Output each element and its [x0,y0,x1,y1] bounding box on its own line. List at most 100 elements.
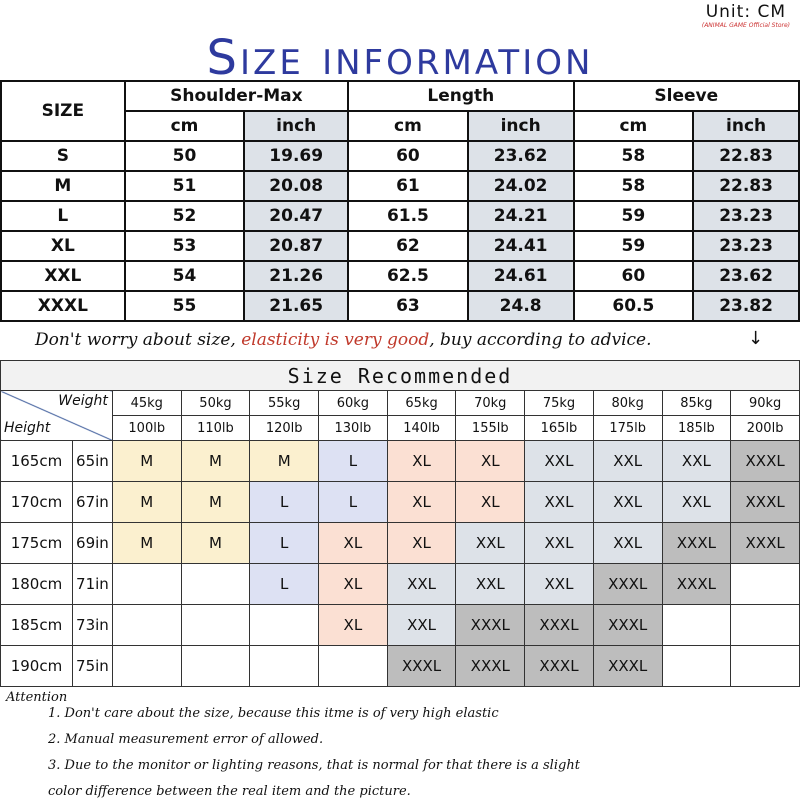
size-cell: XXXL [455,604,526,646]
height-cm: 180cm [0,563,73,605]
recommend-table: Size Recommended Weight Height 45kg 50kg 55k… [0,360,800,687]
measurement-cell: 23.62 [692,260,800,292]
note-text: , buy according to advice. [429,330,652,350]
size-cell [180,563,251,605]
size-cell: XXL [455,522,526,564]
size-row: M 51 20.08 61 24.02 58 22.83 [0,170,800,202]
axis-corner: Weight Height [0,390,113,441]
size-cell: XXXL [386,645,457,687]
height-in: 75in [71,645,113,687]
measurement-cell: 21.65 [243,290,350,322]
size-name: L [0,200,126,232]
measurement-cell: 22.83 [692,140,800,172]
measurement-cell: 51 [123,170,246,202]
weight-kg: 75kg [524,390,594,416]
weight-kg: 45kg [111,390,182,416]
size-cell: XXL [592,440,663,482]
size-cell [730,563,800,605]
size-cell: XXXL [730,522,800,564]
size-cell: XL [455,440,526,482]
measurement-cell: 22.83 [692,170,800,202]
size-cell: XXL [661,481,732,523]
measurement-cell: 50 [123,140,246,172]
weight-kg: 90kg [730,390,800,416]
unit-header: cm [572,110,695,142]
size-cell [180,604,251,646]
weight-label: Weight [58,393,108,409]
size-cell: XXL [524,481,594,523]
measurement-cell: 23.23 [692,230,800,262]
size-name: XL [0,230,126,262]
measurement-cell: 62.5 [347,260,469,292]
size-cell [249,604,320,646]
height-cm: 190cm [0,645,73,687]
recommend-row: 170cm 67in M M L L XL XL XXL XXL XXL XXXL [0,481,800,523]
height-cm: 170cm [0,481,73,523]
group-header: Sleeve [572,80,800,112]
size-table: SIZE Shoulder-Max Length Sleeve cm inch c… [0,80,800,322]
measurement-cell: 20.08 [243,170,350,202]
attention-item: 2. Manual measurement error of allowed. [48,732,324,747]
size-name: XXXL [0,290,126,322]
size-cell: XXL [386,604,457,646]
size-cell [661,645,732,687]
size-cell: XXXL [730,440,800,482]
weight-kg: 70kg [455,390,526,416]
size-cell: M [249,440,320,482]
weight-lb: 155lb [455,415,526,441]
measurement-cell: 24.8 [466,290,575,322]
size-row: XXXL 55 21.65 63 24.8 60.5 23.82 [0,290,800,322]
measurement-cell: 24.02 [466,170,575,202]
size-cell [111,645,182,687]
size-cell: XXXL [730,481,800,523]
size-header: SIZE [0,80,126,142]
measurement-cell: 60.5 [572,290,695,322]
size-row: XXL 54 21.26 62.5 24.61 60 23.62 [0,260,800,292]
size-cell: XXL [661,440,732,482]
recommend-row: 190cm 75in XXXL XXXL XXXL XXXL [0,645,800,687]
note-text: Don't worry about size, [35,330,242,350]
measurement-cell: 58 [572,140,695,172]
group-header: Length [347,80,575,112]
size-cell: XXXL [524,604,594,646]
size-cell [249,645,320,687]
unit-header: inch [692,110,800,142]
size-cell: XXXL [592,604,663,646]
size-row: L 52 20.47 61.5 24.21 59 23.23 [0,200,800,232]
height-cm: 165cm [0,440,73,482]
size-name: S [0,140,126,172]
page-title: Size information [206,30,594,86]
height-cm: 175cm [0,522,73,564]
size-row: S 50 19.69 60 23.62 58 22.83 [0,140,800,172]
recommend-row: 175cm 69in M M L XL XL XXL XXL XXL XXXL XXXL [0,522,800,564]
size-cell [730,604,800,646]
size-cell: M [180,481,251,523]
size-cell: XXXL [455,645,526,687]
measurement-cell: 61 [347,170,469,202]
recommend-row: 185cm 73in XL XXL XXXL XXXL XXXL [0,604,800,646]
unit-label: Unit: CM [705,2,786,22]
weight-lb: 140lb [386,415,457,441]
size-cell: L [318,440,388,482]
weight-kg: 85kg [661,390,732,416]
height-in: 65in [71,440,113,482]
height-label: Height [4,420,51,436]
note-highlight: elasticity is very good [241,330,430,350]
measurement-cell: 24.61 [466,260,575,292]
height-cm: 185cm [0,604,73,646]
weight-lb: 200lb [730,415,800,441]
attention-item: 3. Due to the monitor or lighting reason… [48,758,580,773]
size-cell: XXL [455,563,526,605]
size-cell: M [111,440,182,482]
unit-header: inch [243,110,350,142]
size-cell [180,645,251,687]
size-cell: XXL [386,563,457,605]
size-cell: XL [318,563,388,605]
measurement-cell: 58 [572,170,695,202]
measurement-cell: 59 [572,230,695,262]
size-cell: L [249,481,320,523]
size-cell: XXL [524,522,594,564]
weight-kg: 50kg [180,390,251,416]
size-name: M [0,170,126,202]
size-cell: XXL [524,563,594,605]
